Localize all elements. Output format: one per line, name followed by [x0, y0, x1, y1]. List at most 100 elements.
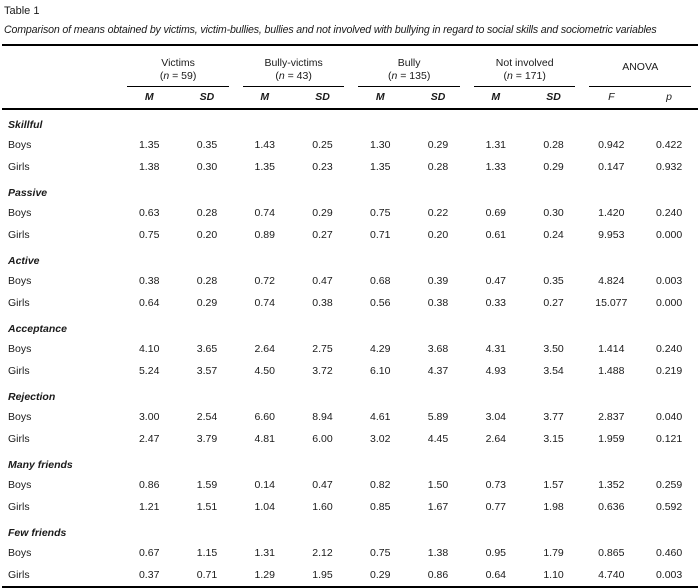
- category-label: Few friends: [8, 527, 67, 539]
- value-cell: 1.15: [196, 547, 218, 559]
- value-cell: 3.79: [196, 433, 218, 445]
- category-row: Rejection: [2, 382, 698, 406]
- value-cell: 1.67: [427, 501, 449, 513]
- value-cell: 1.29: [254, 569, 275, 581]
- category-label: Active: [8, 255, 40, 267]
- value-cell: 2.64: [254, 343, 275, 355]
- group-header-bully-victims: Bully-victims (n = 43): [236, 45, 352, 87]
- value-cell: 0.38: [138, 275, 160, 287]
- value-cell: 0.30: [543, 207, 564, 219]
- mean-header: M: [235, 87, 294, 110]
- value-cell: 0.71: [196, 569, 218, 581]
- mean-header: M: [120, 87, 179, 110]
- value-cell: 0.64: [138, 297, 160, 309]
- value-cell: 3.00: [138, 411, 160, 423]
- value-cell: 0.29: [196, 297, 218, 309]
- sd-header: SD: [293, 87, 352, 110]
- value-cell: 0.35: [543, 275, 564, 287]
- sd-header: SD: [409, 87, 467, 110]
- data-row: Girls 1.38 0.30 1.35 0.23 1.35 0.28 1.33 0.29 0.1…: [2, 156, 698, 178]
- value-cell: 2.12: [312, 547, 333, 559]
- value-cell: 1.414: [598, 343, 625, 355]
- value-cell: 0.28: [427, 161, 449, 173]
- value-cell: 0.47: [485, 275, 506, 287]
- value-cell: 6.60: [254, 411, 275, 423]
- value-cell: 0.86: [138, 479, 160, 491]
- group-n: (n = 171): [503, 70, 546, 82]
- value-cell: 0.20: [196, 229, 218, 241]
- value-cell: 1.57: [543, 479, 564, 491]
- group-name: Bully-victims: [264, 57, 323, 69]
- value-cell: 0.30: [196, 161, 218, 173]
- value-cell: 1.50: [427, 479, 449, 491]
- value-cell: 0.37: [138, 569, 160, 581]
- data-row: Girls 1.21 1.51 1.04 1.60 0.85 1.67 0.77 1.98 0.6…: [2, 496, 698, 518]
- value-cell: 1.35: [254, 161, 275, 173]
- value-cell: 0.63: [138, 207, 160, 219]
- value-cell: 15.077: [595, 297, 628, 309]
- category-row: Passive: [2, 178, 698, 202]
- value-cell: 1.31: [254, 547, 275, 559]
- value-cell: 4.824: [598, 275, 625, 287]
- value-cell: 0.72: [254, 275, 275, 287]
- value-cell: 3.04: [485, 411, 506, 423]
- value-cell: 0.003: [655, 569, 683, 581]
- group-header-row: Victims (n = 59) Bully-victims (n = 43) …: [2, 45, 698, 87]
- value-cell: 0.29: [543, 161, 564, 173]
- value-cell: 0.040: [655, 411, 683, 423]
- value-cell: 1.352: [598, 479, 625, 491]
- group-header-anova: ANOVA: [582, 45, 698, 87]
- category-label: Skillful: [8, 119, 43, 131]
- value-cell: 3.54: [543, 365, 564, 377]
- category-label: Passive: [8, 187, 48, 199]
- row-label: Boys: [8, 479, 32, 491]
- value-cell: 0.29: [312, 207, 333, 219]
- row-label: Boys: [8, 547, 32, 559]
- value-cell: 0.24: [543, 229, 564, 241]
- row-label: Girls: [8, 501, 30, 513]
- data-row: Boys 3.00 2.54 6.60 8.94 4.61 5.89 3.04 3.77 2.83…: [2, 406, 698, 428]
- value-cell: 3.02: [370, 433, 391, 445]
- value-cell: 0.240: [655, 343, 683, 355]
- anova-label: ANOVA: [622, 61, 659, 73]
- value-cell: 0.38: [312, 297, 333, 309]
- data-row: Boys 1.35 0.35 1.43 0.25 1.30 0.29 1.31 0.28 0.94…: [2, 134, 698, 156]
- value-cell: 0.39: [427, 275, 449, 287]
- subheader-row: M SD M SD M SD M SD F p: [2, 87, 698, 110]
- data-row: Girls 5.24 3.57 4.50 3.72 6.10 4.37 4.93 3.54 1.4…: [2, 360, 698, 382]
- value-cell: 0.47: [312, 479, 333, 491]
- category-row: Active: [2, 246, 698, 270]
- value-cell: 0.71: [370, 229, 391, 241]
- value-cell: 0.75: [370, 207, 391, 219]
- value-cell: 1.33: [485, 161, 506, 173]
- value-cell: 2.64: [485, 433, 506, 445]
- row-label: Girls: [8, 229, 30, 241]
- sd-header: SD: [524, 87, 583, 110]
- value-cell: 0.865: [598, 547, 625, 559]
- value-cell: 1.60: [312, 501, 333, 513]
- value-cell: 4.37: [427, 365, 449, 377]
- value-cell: 5.89: [427, 411, 449, 423]
- value-cell: 0.67: [138, 547, 160, 559]
- value-cell: 1.95: [312, 569, 333, 581]
- value-cell: 2.75: [312, 343, 333, 355]
- value-cell: 0.14: [254, 479, 275, 491]
- row-label: Boys: [8, 139, 32, 151]
- value-cell: 1.79: [543, 547, 564, 559]
- value-cell: 1.38: [427, 547, 449, 559]
- mean-header: M: [351, 87, 410, 110]
- value-cell: 0.29: [370, 569, 391, 581]
- value-cell: 4.81: [254, 433, 275, 445]
- value-cell: 0.28: [543, 139, 564, 151]
- value-cell: 0.28: [196, 207, 218, 219]
- value-cell: 0.56: [370, 297, 391, 309]
- table-number-label: Table 1: [4, 5, 40, 17]
- row-label: Girls: [8, 569, 30, 581]
- data-row: Girls 0.75 0.20 0.89 0.27 0.71 0.20 0.61 0.24 9.9…: [2, 224, 698, 246]
- data-row: Boys 0.63 0.28 0.74 0.29 0.75 0.22 0.69 0.30 1.42…: [2, 202, 698, 224]
- value-cell: 0.35: [196, 139, 218, 151]
- value-cell: 1.43: [254, 139, 275, 151]
- value-cell: 3.68: [427, 343, 449, 355]
- value-cell: 0.422: [655, 139, 683, 151]
- data-row: Boys 0.67 1.15 1.31 2.12 0.75 1.38 0.95 1.79 0.86…: [2, 542, 698, 564]
